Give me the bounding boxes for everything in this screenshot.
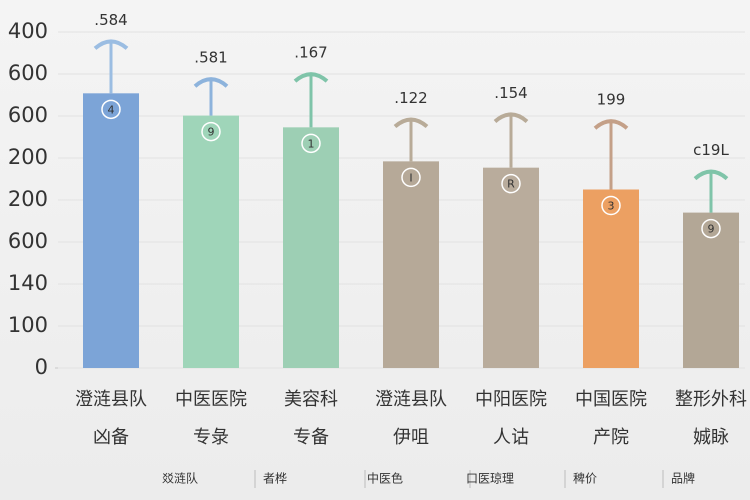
footer-label: 口医琼理 bbox=[466, 471, 514, 486]
x-tick-label: 专备 bbox=[293, 427, 329, 448]
badge bbox=[701, 218, 721, 239]
y-tick-label: 0 bbox=[35, 355, 48, 379]
bar-badge: 1 bbox=[308, 137, 315, 150]
y-tick-label: 400 bbox=[8, 19, 48, 43]
x-tick-label: 中国医院 bbox=[575, 389, 647, 410]
y-tick-label: 600 bbox=[8, 61, 48, 85]
bar-badge: 9 bbox=[708, 223, 715, 236]
error-cap bbox=[393, 117, 429, 129]
error-cap bbox=[593, 119, 629, 130]
x-tick-label: 人诂 bbox=[493, 427, 529, 448]
x-tick-label: 伊咀 bbox=[393, 427, 429, 448]
x-tick-label: 美容科 bbox=[284, 389, 338, 410]
bar-annotation: .167 bbox=[294, 44, 327, 62]
x-tick-label: 凶备 bbox=[93, 427, 129, 448]
bar-annotation: .154 bbox=[494, 84, 527, 102]
footer-label: 中医色 bbox=[367, 471, 403, 486]
x-tick-label: 整形外科 bbox=[675, 389, 747, 410]
badge bbox=[401, 167, 421, 188]
y-tick-label: 600 bbox=[8, 229, 48, 253]
bar-annotation: .581 bbox=[194, 49, 227, 67]
footer-label: 稗价 bbox=[573, 471, 597, 486]
badge bbox=[501, 173, 521, 194]
badge bbox=[301, 133, 321, 154]
bar bbox=[383, 161, 439, 368]
x-tick-label: 中阳医院 bbox=[475, 389, 547, 410]
bar-badge: I bbox=[409, 171, 412, 184]
y-tick-label: 200 bbox=[8, 187, 48, 211]
badge bbox=[101, 99, 121, 120]
x-tick-label: 澄涟县队 bbox=[75, 389, 147, 410]
error-cap bbox=[193, 77, 229, 88]
footer-label: 品牌 bbox=[671, 472, 695, 486]
error-cap bbox=[93, 39, 129, 50]
bar-annotation: .584 bbox=[94, 11, 127, 29]
x-tick-label: 专彔 bbox=[193, 427, 229, 448]
y-tick-label: 600 bbox=[8, 103, 48, 127]
bar bbox=[183, 115, 239, 368]
y-tick-label: 100 bbox=[8, 313, 48, 337]
x-tick-label: 中医医院 bbox=[175, 389, 247, 410]
bar-annotation: .122 bbox=[394, 89, 427, 107]
bar bbox=[583, 189, 639, 368]
bar-badge: 9 bbox=[208, 126, 215, 139]
bar-annotation: 199 bbox=[597, 91, 626, 109]
error-cap bbox=[693, 169, 729, 181]
bar-badge: R bbox=[507, 178, 515, 191]
x-tick-label: 产院 bbox=[593, 427, 629, 448]
x-tick-label: 娍眿 bbox=[693, 427, 729, 448]
bar bbox=[683, 212, 739, 368]
badge bbox=[201, 121, 221, 142]
footer-label: 㸚涟队 bbox=[162, 471, 198, 486]
bar bbox=[283, 127, 339, 368]
y-tick-label: 140 bbox=[8, 271, 48, 295]
bar-badge: 4 bbox=[108, 103, 115, 116]
footer-label: 者桦 bbox=[263, 471, 287, 486]
badge bbox=[601, 195, 621, 216]
y-tick-label: 200 bbox=[8, 145, 48, 169]
error-cap bbox=[293, 72, 329, 83]
bar-badge: 3 bbox=[608, 200, 615, 213]
bar bbox=[483, 167, 539, 368]
bar-annotation: c19L bbox=[693, 141, 729, 159]
error-cap bbox=[493, 112, 529, 124]
x-tick-label: 澄涟县队 bbox=[375, 389, 447, 410]
bar bbox=[83, 93, 139, 368]
